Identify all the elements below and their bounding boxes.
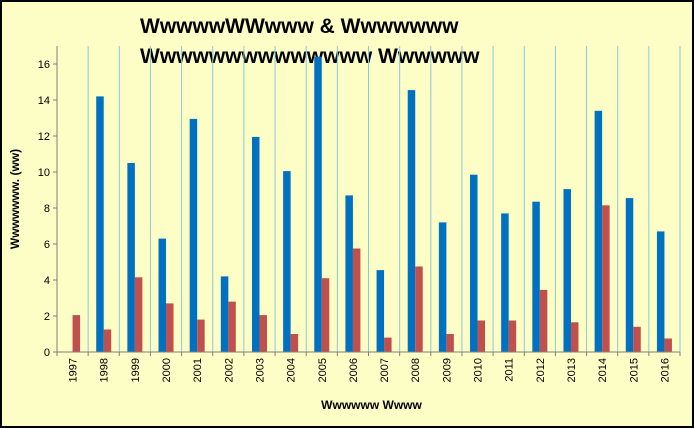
tick-labels: 0 2 4 6 8 10 12 14 16 1997 1998 1999 2000 2001 2002 200… bbox=[38, 59, 672, 382]
bar-s1-2011 bbox=[501, 213, 509, 352]
x-tick-label-2010: 2010 bbox=[473, 358, 485, 382]
bar-s2-1998 bbox=[103, 329, 112, 352]
x-tick-label-2005: 2005 bbox=[317, 358, 329, 382]
y-tick-label-10: 10 bbox=[38, 167, 50, 179]
bar-s1-2015 bbox=[625, 198, 634, 352]
y-axis-title: Wwwwwww. (ww) bbox=[8, 149, 22, 249]
y-tick-label-4: 4 bbox=[44, 275, 50, 287]
x-tick-label-1999: 1999 bbox=[130, 358, 142, 382]
y-tick-label-16: 16 bbox=[38, 59, 50, 71]
x-tick-label-2013: 2013 bbox=[566, 358, 578, 382]
x-tick-label-2016: 2016 bbox=[659, 358, 671, 382]
y-tick-label-12: 12 bbox=[38, 131, 50, 143]
bar-s1-2012 bbox=[532, 201, 540, 352]
bar-s2-2003 bbox=[259, 315, 267, 352]
x-tick-label-2002: 2002 bbox=[223, 358, 235, 382]
bar-s2-2012 bbox=[539, 289, 548, 352]
bar-s2-2002 bbox=[228, 301, 236, 352]
bar-s2-2009 bbox=[446, 334, 454, 352]
bar-s2-2004 bbox=[290, 334, 299, 352]
bar-s1-2013 bbox=[563, 189, 571, 352]
x-tick-label-2012: 2012 bbox=[535, 358, 547, 382]
bars bbox=[72, 56, 672, 353]
bar-s1-2003 bbox=[251, 136, 260, 352]
x-tick-label-1998: 1998 bbox=[99, 358, 111, 382]
bar-s2-2008 bbox=[415, 266, 423, 352]
x-tick-label-2006: 2006 bbox=[348, 358, 360, 382]
bar-s1-2005 bbox=[314, 56, 322, 353]
y-tick-label-14: 14 bbox=[38, 95, 50, 107]
bar-s2-1997 bbox=[72, 315, 81, 352]
bar-s2-2000 bbox=[166, 303, 174, 352]
x-tick-label-2001: 2001 bbox=[192, 358, 204, 382]
bar-s1-2014 bbox=[594, 110, 603, 352]
bar-s1-1998 bbox=[96, 96, 104, 353]
bar-s2-2014 bbox=[602, 205, 610, 352]
x-tick-label-2015: 2015 bbox=[628, 358, 640, 382]
bar-s2-2016 bbox=[664, 338, 672, 352]
bar-s1-1999 bbox=[127, 163, 135, 352]
bar-s2-1999 bbox=[134, 277, 143, 352]
bar-s1-2010 bbox=[470, 174, 478, 352]
chart-title-line-1: WwwwwWWwww & Wwwwwww bbox=[140, 15, 459, 38]
x-tick-label-2003: 2003 bbox=[254, 358, 266, 382]
x-tick-label-2000: 2000 bbox=[161, 358, 173, 382]
bar-s2-2013 bbox=[570, 322, 579, 352]
bar-s1-2008 bbox=[407, 90, 416, 352]
x-tick-label-2008: 2008 bbox=[410, 358, 422, 382]
bar-s1-2002 bbox=[220, 276, 229, 352]
grid-lines bbox=[87, 46, 681, 352]
bar-s1-2001 bbox=[189, 118, 198, 353]
bar-s1-2009 bbox=[438, 222, 447, 352]
bar-s1-2007 bbox=[376, 270, 385, 352]
y-tick-label-2: 2 bbox=[44, 311, 50, 323]
x-tick-label-2007: 2007 bbox=[379, 358, 391, 382]
bar-s2-2011 bbox=[508, 320, 517, 352]
x-tick-label-2014: 2014 bbox=[597, 358, 609, 382]
chart-title: WwwwwWWwww & Wwwwwww Wwwwwwwwwwwwww Wwww… bbox=[140, 12, 480, 72]
x-tick-label-1997: 1997 bbox=[68, 358, 80, 382]
y-tick-label-6: 6 bbox=[44, 239, 50, 251]
x-tick-label-2004: 2004 bbox=[286, 358, 298, 382]
x-tick-label-2009: 2009 bbox=[441, 358, 453, 382]
bar-s1-2006 bbox=[345, 195, 353, 352]
bar-s1-2016 bbox=[656, 231, 665, 352]
y-tick-label-0: 0 bbox=[44, 347, 50, 359]
x-tick-label-2011: 2011 bbox=[504, 358, 516, 382]
bar-s2-2007 bbox=[384, 337, 392, 352]
bar-s2-2001 bbox=[197, 319, 205, 352]
y-tick-label-8: 8 bbox=[44, 203, 50, 215]
bar-s1-2000 bbox=[158, 238, 167, 352]
bar-s1-2004 bbox=[283, 171, 291, 352]
bar-s2-2015 bbox=[633, 326, 641, 352]
bar-s2-2006 bbox=[352, 248, 361, 352]
bar-s2-2005 bbox=[321, 278, 330, 352]
bar-s2-2010 bbox=[477, 320, 486, 352]
chart-title-line-2: Wwwwwwwwwwwwww Wwwwww bbox=[140, 45, 480, 68]
x-axis-title: Wwwwww Wwww bbox=[321, 398, 422, 412]
axes bbox=[53, 46, 681, 356]
